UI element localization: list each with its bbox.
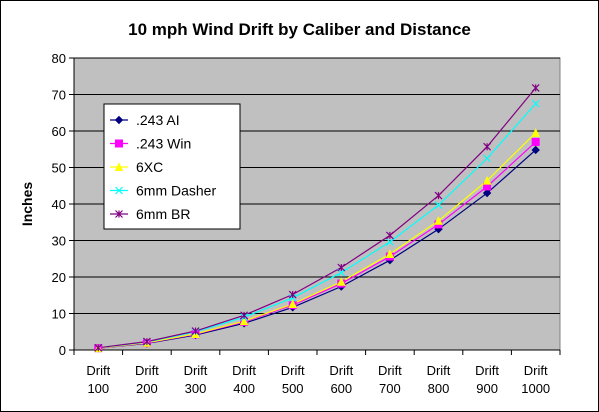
data-point bbox=[288, 290, 297, 299]
x-tick-label: Drift 900 bbox=[475, 363, 499, 396]
legend-marker bbox=[115, 186, 123, 195]
legend-label: 6mm Dasher bbox=[136, 183, 216, 199]
data-point bbox=[385, 231, 394, 240]
legend-label: .243 Win bbox=[136, 136, 191, 152]
series-line bbox=[98, 132, 537, 349]
legend: .243 AI .243 Win 6XC 6mm Dasher 6mm BR bbox=[103, 103, 241, 230]
y-tick-label: 20 bbox=[52, 270, 66, 285]
legend-label: 6XC bbox=[136, 159, 163, 175]
legend-label: 6mm BR bbox=[136, 206, 190, 222]
legend-label: .243 AI bbox=[136, 112, 180, 128]
y-tick-label: 0 bbox=[59, 343, 66, 358]
legend-marker bbox=[114, 162, 124, 171]
x-tick-label: Drift 100 bbox=[86, 363, 110, 396]
data-point bbox=[434, 191, 443, 200]
x-tick-label: Drift 300 bbox=[184, 363, 208, 396]
data-point bbox=[434, 216, 443, 225]
data-point bbox=[482, 188, 492, 198]
data-point bbox=[531, 99, 540, 108]
y-tick-label: 70 bbox=[52, 88, 66, 103]
y-tick-label: 40 bbox=[52, 197, 66, 212]
data-point bbox=[531, 137, 540, 146]
data-point bbox=[142, 337, 151, 346]
y-tick-label: 10 bbox=[52, 307, 66, 322]
data-point bbox=[385, 238, 394, 246]
x-tick-label: Drift 700 bbox=[378, 363, 402, 396]
x-tick-label: Drift 200 bbox=[135, 363, 159, 396]
data-point bbox=[531, 145, 540, 155]
data-point bbox=[385, 249, 395, 259]
data-point bbox=[336, 277, 346, 286]
y-axis-label: Inches bbox=[19, 182, 35, 227]
x-tick-label: Drift 600 bbox=[329, 363, 353, 396]
x-tick-label: Drift 1000 bbox=[521, 363, 550, 396]
y-tick-label: 50 bbox=[52, 161, 66, 176]
x-tick-label: Drift 400 bbox=[232, 363, 256, 396]
data-point bbox=[434, 201, 443, 210]
data-point bbox=[94, 343, 103, 352]
data-point bbox=[239, 316, 249, 326]
data-point bbox=[337, 263, 346, 272]
data-point bbox=[288, 299, 298, 309]
legend-marker bbox=[114, 115, 124, 125]
legend-marker bbox=[115, 210, 123, 218]
y-tick-label: 80 bbox=[52, 51, 66, 66]
x-tick-label: Drift 500 bbox=[281, 363, 305, 396]
data-point bbox=[240, 311, 249, 320]
x-tick-label: Drift 800 bbox=[427, 363, 451, 396]
data-point bbox=[483, 154, 492, 163]
legend-marker bbox=[115, 139, 123, 148]
series-line bbox=[98, 87, 537, 349]
data-point bbox=[483, 142, 492, 151]
y-tick-label: 30 bbox=[52, 234, 66, 249]
data-point bbox=[482, 176, 492, 185]
data-point bbox=[531, 128, 541, 137]
y-tick-label: 60 bbox=[52, 124, 66, 139]
data-point bbox=[191, 327, 200, 335]
chart-title: 10 mph Wind Drift by Caliber and Distanc… bbox=[128, 20, 471, 39]
data-point bbox=[531, 84, 540, 92]
